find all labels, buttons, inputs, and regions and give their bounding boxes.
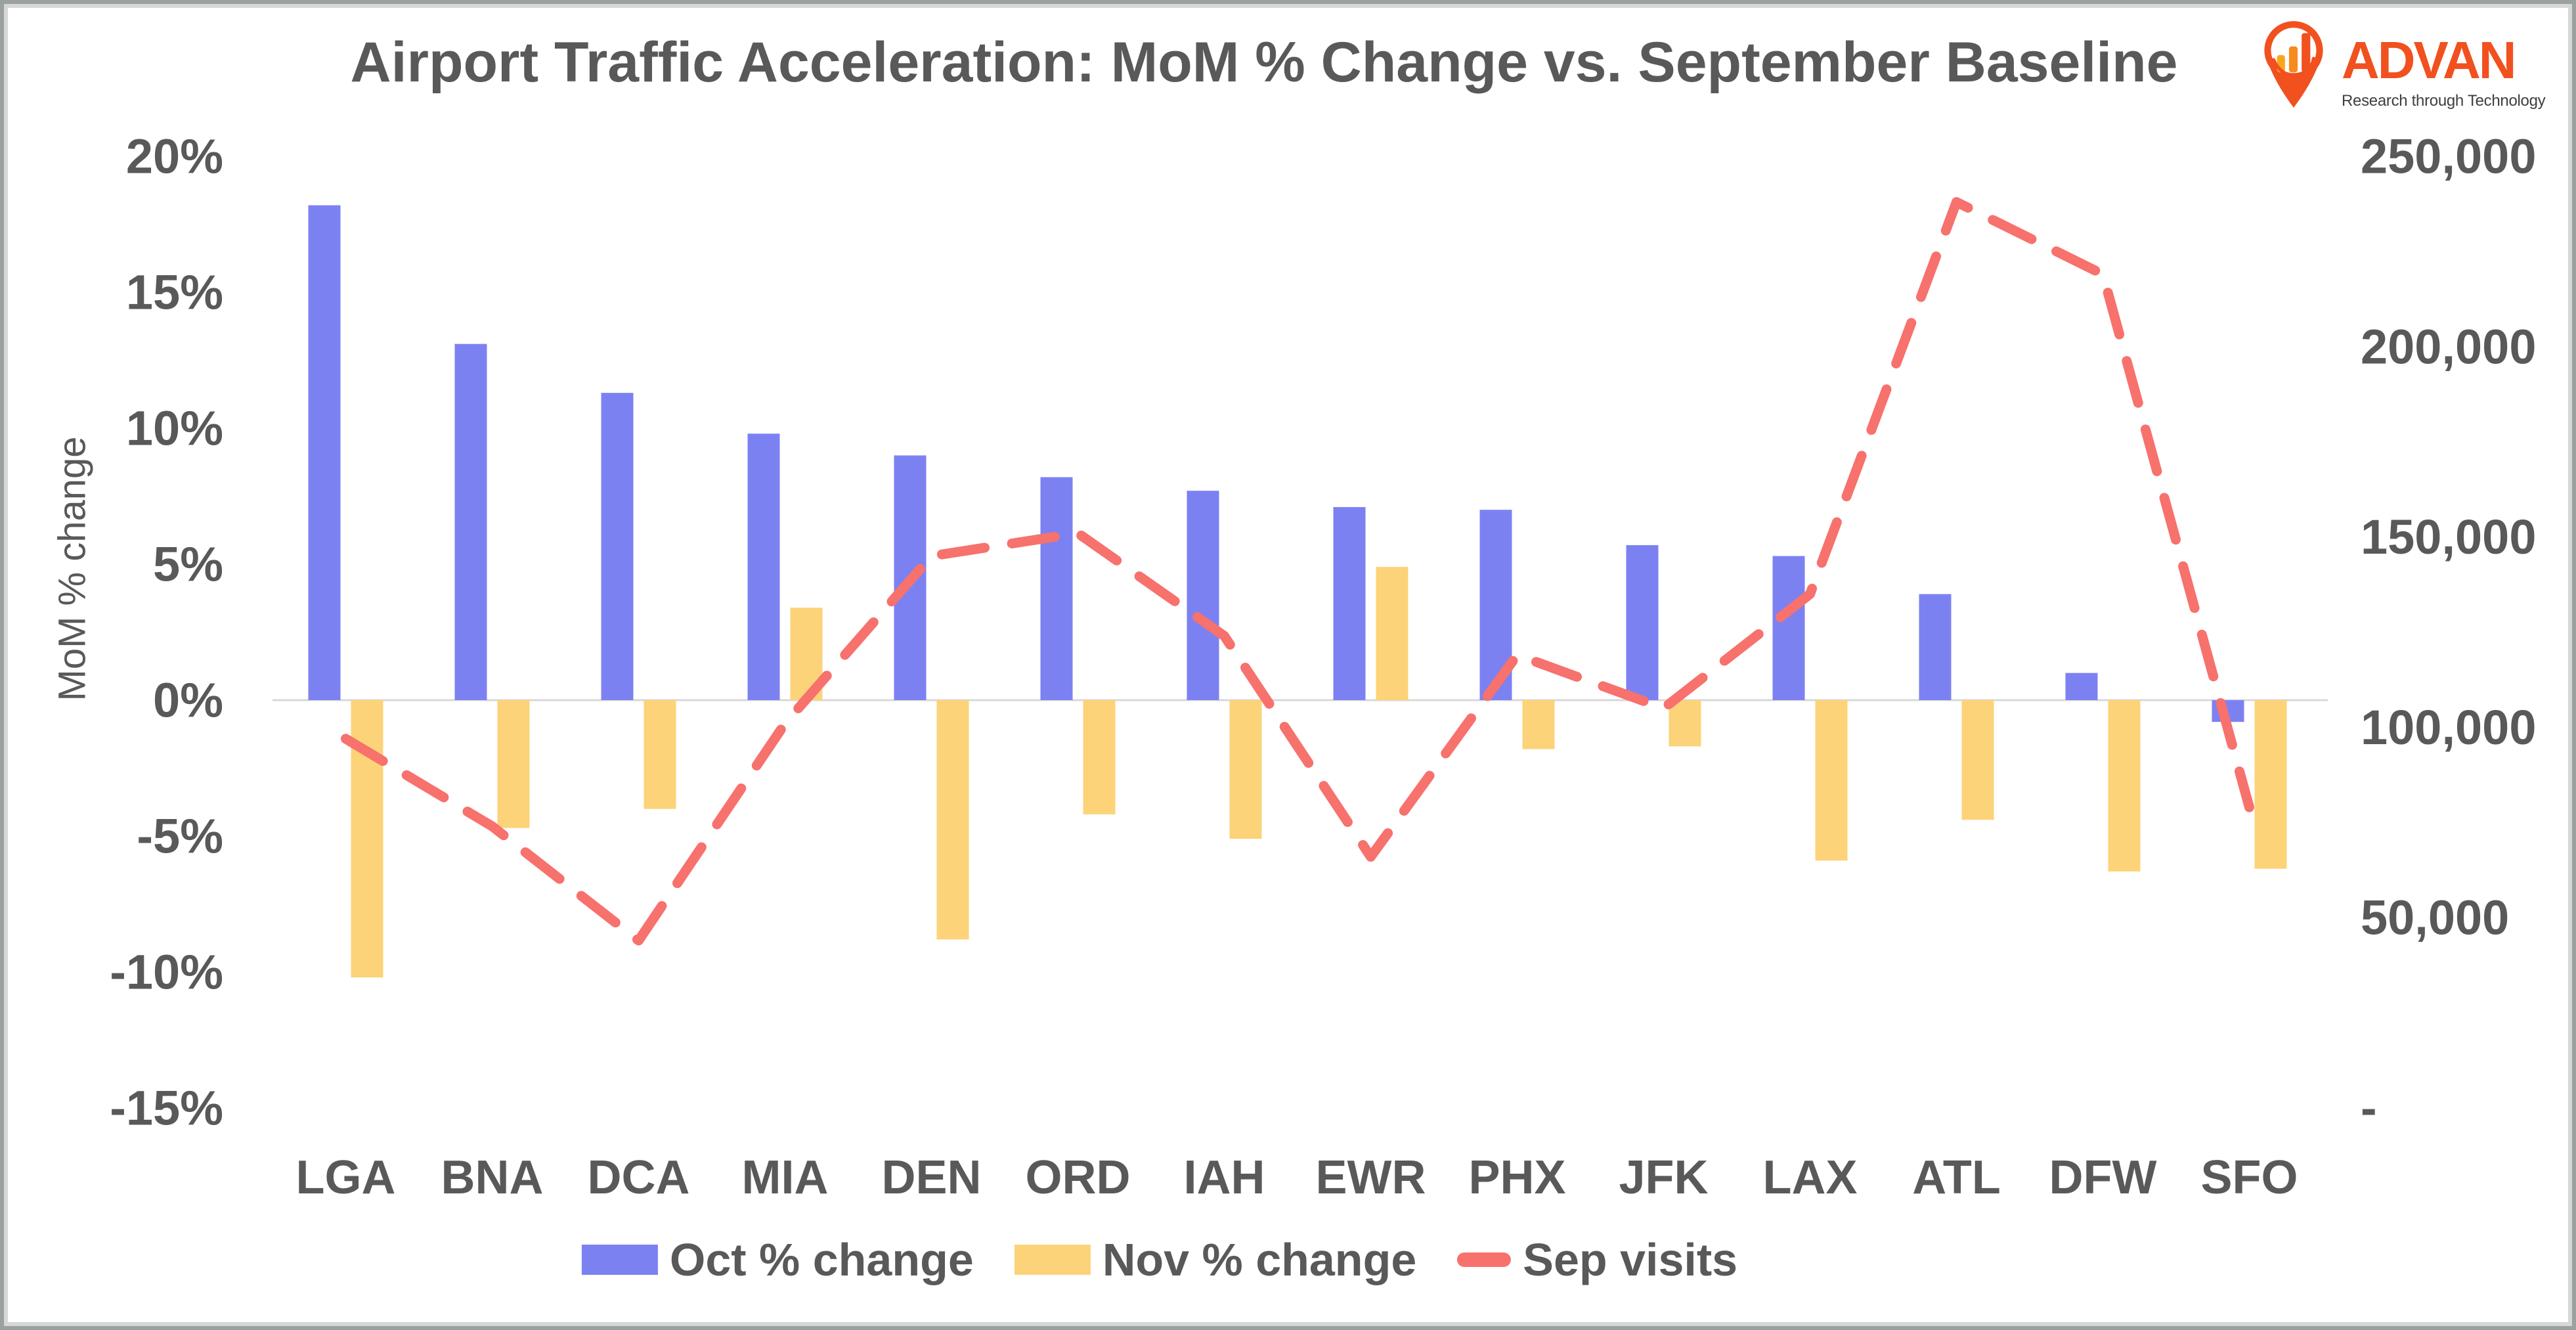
bar-nov-bna: [497, 700, 530, 828]
right-axis-tick-label: -: [2361, 1081, 2377, 1136]
bar-oct-bna: [454, 344, 487, 700]
legend-label: Sep visits: [1523, 1234, 1738, 1285]
category-label-mia: MIA: [742, 1151, 829, 1204]
advan-brand-name: ADVAN: [2342, 31, 2517, 89]
right-axis-tick-label: 200,000: [2361, 319, 2537, 374]
left-axis-tick-label: 0%: [153, 673, 223, 728]
advan-logo: ADVAN Research through Technology: [2255, 16, 2546, 110]
advan-logo-text: ADVAN Research through Technology: [2342, 31, 2546, 110]
bar-oct-lax: [1772, 556, 1805, 700]
legend-item-oct-change: Oct % change: [581, 1233, 974, 1286]
category-label-jfk: JFK: [1619, 1151, 1708, 1204]
bar-oct-lga: [308, 205, 341, 700]
bar-oct-atl: [1919, 594, 1952, 700]
category-label-phx: PHX: [1468, 1151, 1565, 1204]
bar-nov-den: [936, 700, 969, 940]
category-label-dfw: DFW: [2049, 1151, 2157, 1204]
legend-item-sep-visits: Sep visits: [1457, 1233, 1737, 1286]
chart-legend: Oct % change Nov % change Sep visits: [581, 1233, 1737, 1286]
category-label-lga: LGA: [296, 1151, 396, 1204]
chart-title: Airport Traffic Acceleration: MoM % Chan…: [350, 31, 2178, 94]
category-label-ewr: EWR: [1316, 1151, 1426, 1204]
legend-bar-swatch: [581, 1245, 658, 1275]
category-label-atl: ATL: [1912, 1151, 2001, 1204]
bar-nov-sfo: [2254, 700, 2287, 869]
legend-bar-swatch: [1014, 1245, 1091, 1275]
bar-oct-dca: [601, 393, 634, 700]
left-axis-tick-label: -10%: [110, 945, 223, 1000]
bar-nov-atl: [1961, 700, 1994, 820]
left-axis-tick-label: -15%: [110, 1081, 223, 1136]
right-axis-tick-label: 150,000: [2361, 510, 2537, 564]
left-axis-tick-label: -5%: [137, 809, 223, 864]
category-label-iah: IAH: [1184, 1151, 1265, 1204]
left-axis-tick-label: 5%: [153, 537, 223, 592]
category-label-bna: BNA: [441, 1151, 544, 1204]
bar-nov-ewr: [1376, 567, 1408, 700]
bar-nov-jfk: [1669, 700, 1701, 747]
legend-item-nov-change: Nov % change: [1014, 1233, 1417, 1286]
bar-nov-dca: [644, 700, 676, 809]
bar-oct-iah: [1187, 491, 1219, 700]
sep-visits-line: [341, 197, 2254, 946]
left-axis-tick-label: 20%: [126, 129, 223, 184]
advan-tagline: Research through Technology: [2342, 92, 2546, 110]
bar-nov-iah: [1229, 700, 1262, 839]
left-axis-tick-label: 15%: [126, 265, 223, 320]
right-axis-tick-label: 250,000: [2361, 129, 2537, 184]
bar-oct-ord: [1040, 477, 1073, 700]
bar-nov-dfw: [2108, 700, 2141, 872]
category-label-sfo: SFO: [2200, 1151, 2298, 1204]
bar-oct-mia: [747, 433, 780, 700]
category-label-lax: LAX: [1763, 1151, 1858, 1204]
bar-nov-phx: [1522, 700, 1555, 749]
right-axis-tick-label: 50,000: [2361, 891, 2509, 945]
bar-oct-jfk: [1626, 545, 1659, 700]
bar-oct-ewr: [1333, 507, 1366, 700]
bar-oct-dfw: [2065, 673, 2098, 700]
category-label-ord: ORD: [1026, 1151, 1131, 1204]
left-axis-tick-label: 10%: [126, 401, 223, 456]
legend-label: Nov % change: [1102, 1234, 1417, 1285]
bar-nov-ord: [1083, 700, 1116, 814]
advan-logo-pin-icon: [2264, 21, 2323, 108]
legend-line-swatch: [1457, 1252, 1512, 1267]
legend-label: Oct % change: [669, 1234, 974, 1285]
category-label-den: DEN: [881, 1151, 981, 1204]
right-axis-tick-label: 100,000: [2361, 700, 2537, 755]
bar-nov-lax: [1815, 700, 1848, 861]
category-label-dca: DCA: [588, 1151, 690, 1204]
